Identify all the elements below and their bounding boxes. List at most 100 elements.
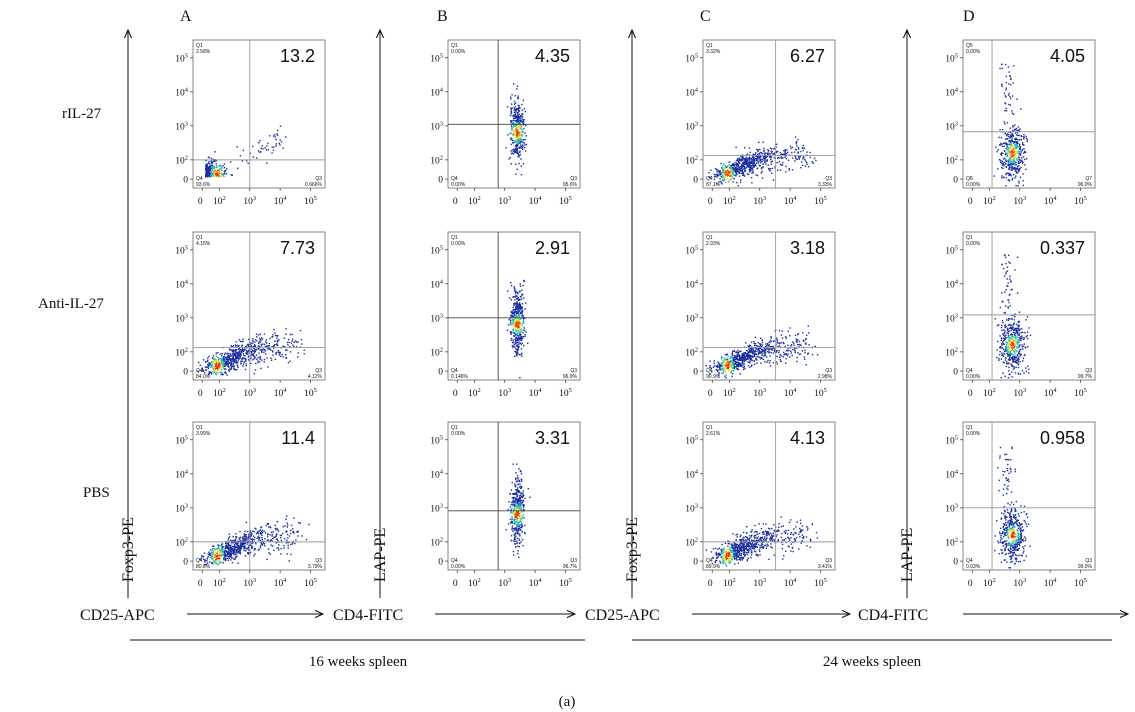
event-dot [759,343,762,345]
x-tick-label: 102 [213,195,226,207]
event-dot [800,150,802,153]
event-dot [274,334,277,337]
event-dot [722,372,724,374]
event-dot [514,350,516,353]
event-dot [258,537,260,540]
event-dot [232,354,234,356]
event-dot [208,169,210,172]
event-dot [1019,373,1022,375]
event-dot [1012,141,1015,143]
event-dot [995,146,997,148]
event-dot [1014,316,1016,318]
event-dot [713,365,716,367]
event-dot [737,165,739,167]
event-dot [226,358,229,360]
event-dot [1006,351,1009,354]
event-dot [251,353,253,356]
event-dot [513,319,515,321]
event-dot [210,171,212,173]
event-dot [1009,157,1011,159]
event-dot [768,344,770,346]
event-dot [518,299,521,301]
event-dot [514,292,517,294]
quadrant-label-lower-right: Q7 [1085,176,1092,182]
event-dot [754,164,757,166]
event-dot [773,347,775,350]
event-dot [1007,161,1009,163]
event-dot [723,174,725,177]
event-dot [779,169,782,171]
event-dot [1016,138,1019,141]
event-dot [767,359,769,362]
event-dot [719,368,722,371]
event-dot [766,152,769,155]
event-dot [285,357,287,359]
y-tick-label: 103 [685,120,698,132]
event-dot [1004,102,1006,104]
quadrant-label-lower-left: Q4 [196,368,203,374]
event-dot [729,175,731,177]
event-dot [236,351,239,354]
event-dot [520,348,523,350]
quadrant-label-upper-left: Q1 [966,235,973,241]
event-dot [518,326,520,328]
event-dot [757,162,760,164]
event-dot [1005,262,1007,265]
y-tick-label: 102 [945,346,958,358]
event-dot [1010,155,1012,157]
event-dot [257,360,259,362]
event-dot [1005,271,1008,273]
quadrant-value-upper-left: 0.00% [451,241,466,247]
event-dot [791,146,794,149]
event-dot [259,140,261,142]
event-dot [521,109,523,112]
event-dot [1008,362,1010,364]
event-dot [223,359,225,362]
event-dot [1008,135,1010,138]
event-dot [1005,138,1007,140]
quadrant-label-lower-left: Q4 [196,176,203,182]
event-dot [1010,136,1012,138]
event-dot [242,544,244,546]
event-dot [516,141,518,143]
event-dot [237,365,239,367]
event-dot [515,152,517,154]
event-dot [207,365,209,368]
event-dot [226,557,228,560]
event-dot [218,367,220,370]
event-dot [999,306,1001,309]
event-dot [746,173,749,175]
event-dot [1017,354,1019,356]
event-dot [790,350,792,352]
event-dot [1007,319,1010,321]
event-dot [520,339,522,341]
event-dot [519,337,521,339]
event-dot [259,357,261,359]
event-dot [1003,348,1005,350]
event-dot [210,366,212,368]
event-dot [207,357,209,359]
y-tick-label: 0 [438,368,443,378]
event-dot [725,360,727,362]
event-dot [1000,326,1003,329]
event-dot [242,352,245,355]
event-dot [519,323,521,325]
event-dot [723,168,725,170]
event-dot [792,157,794,159]
event-dot [725,374,727,376]
event-dot [1004,132,1006,134]
event-dot [1013,357,1016,360]
event-dot [1020,166,1022,169]
event-dot [284,346,286,348]
event-dot [776,345,779,348]
event-dot [1012,359,1015,361]
event-dot [1007,344,1009,346]
event-dot [515,151,517,153]
event-dot [221,360,224,362]
event-dot [802,144,804,147]
event-dot [245,345,247,348]
event-dot [768,351,770,353]
event-dot [517,121,520,124]
y-tick-label: 105 [175,52,188,64]
event-dot [215,166,217,169]
